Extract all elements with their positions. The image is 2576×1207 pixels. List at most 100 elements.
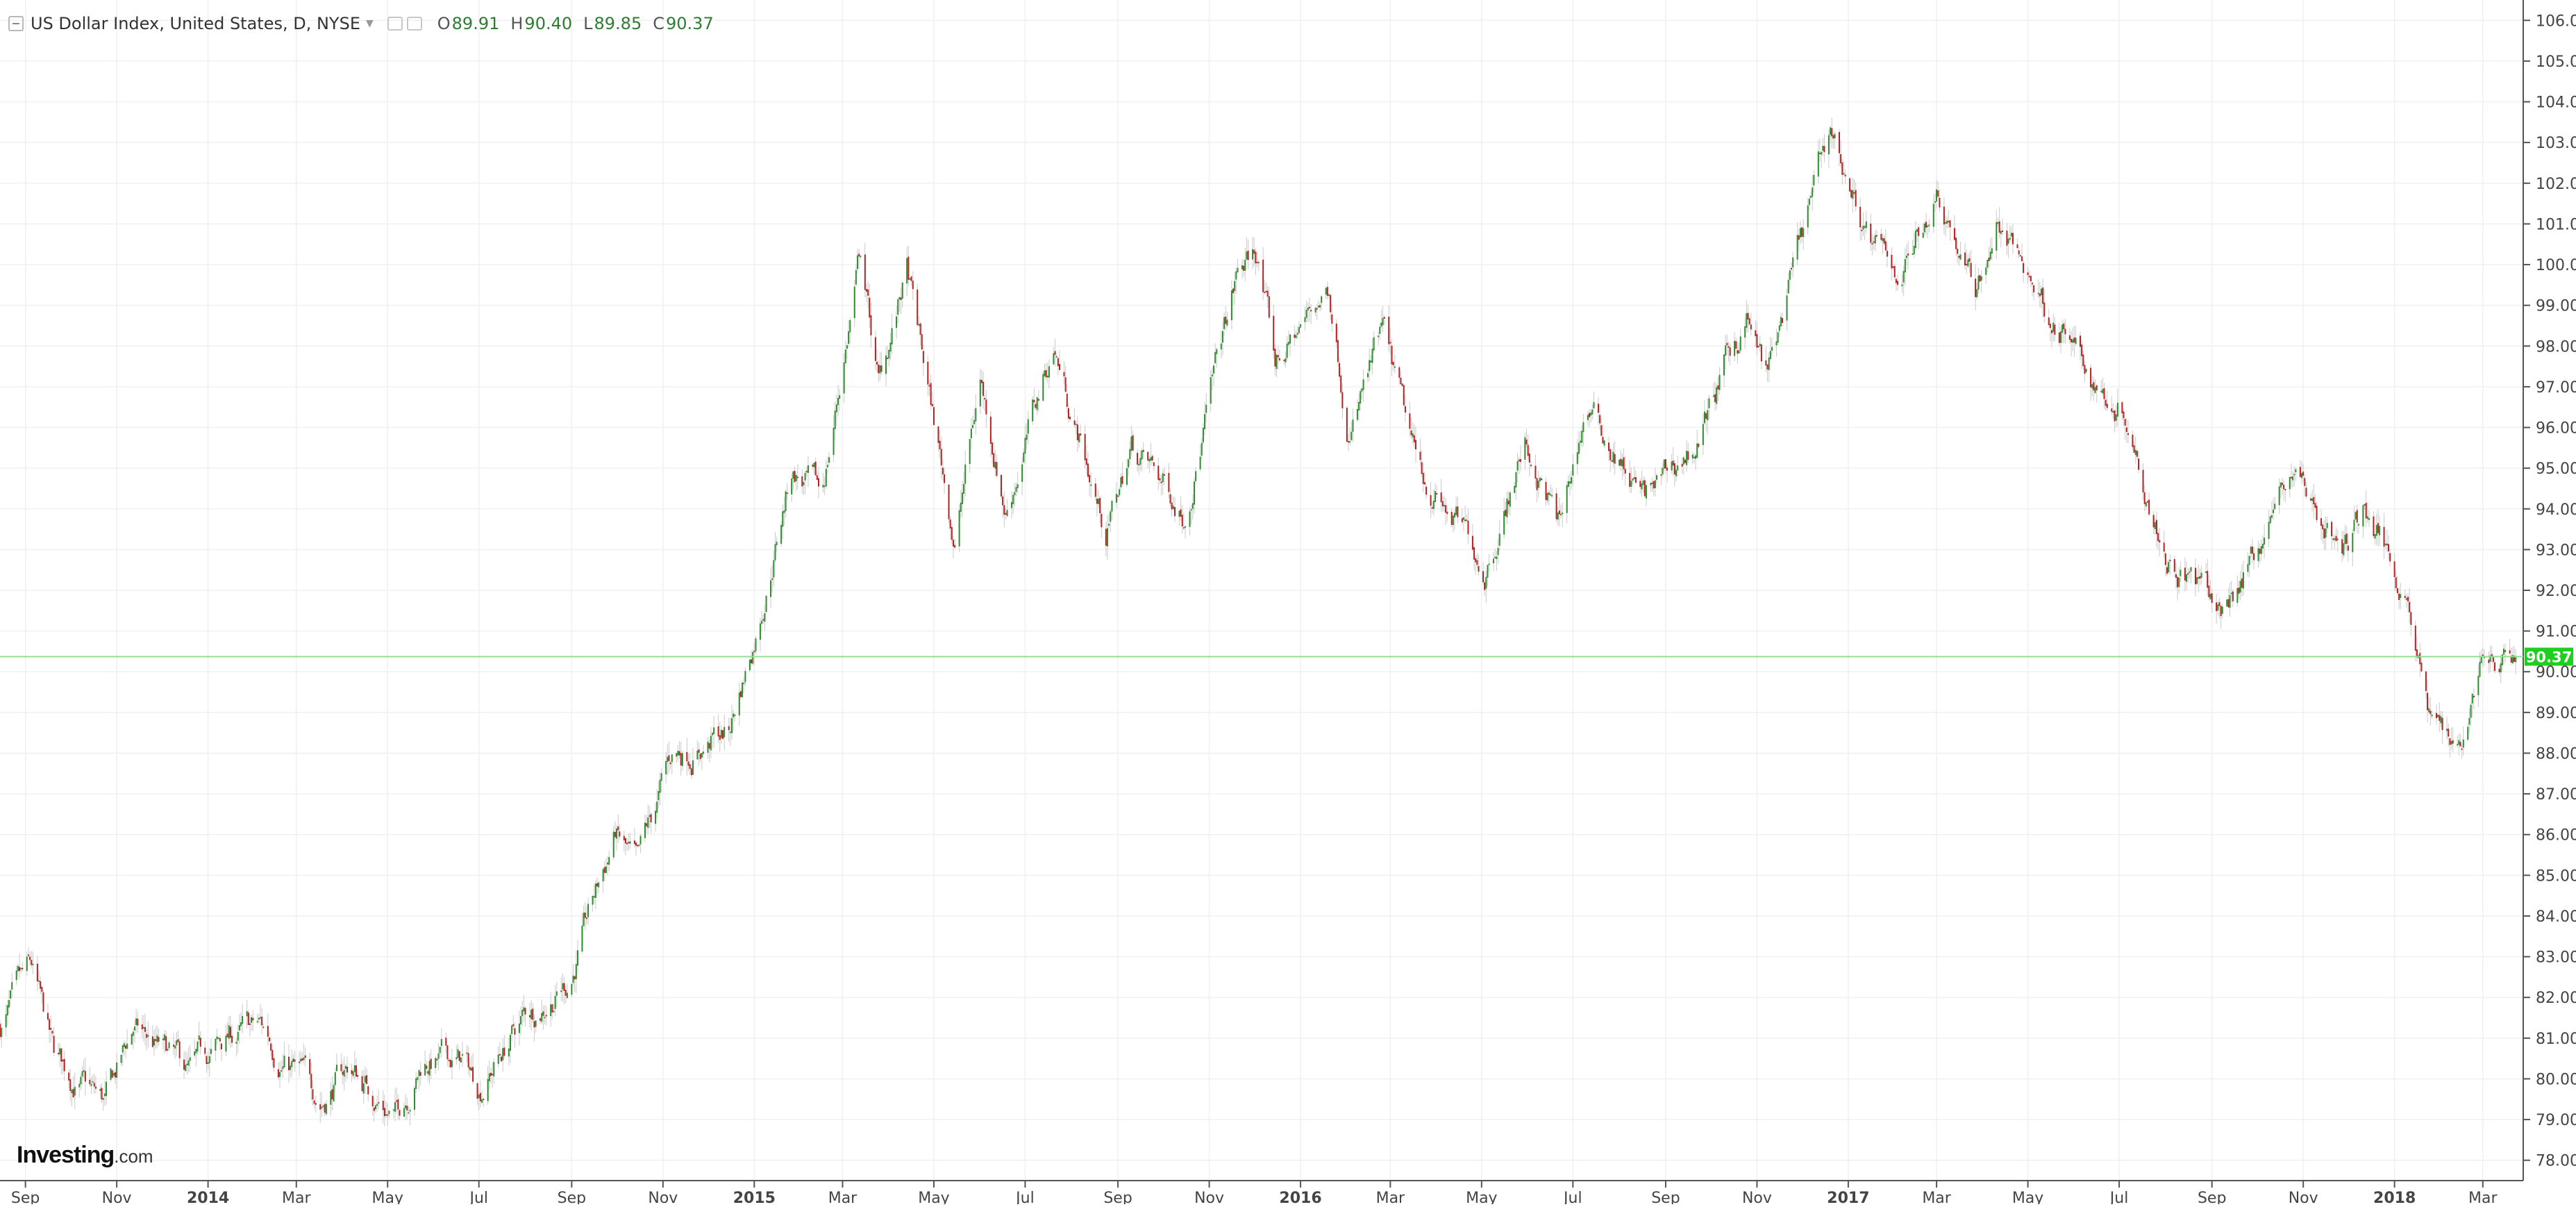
candle-body: [696, 750, 699, 760]
candle-body: [1244, 260, 1246, 271]
candle-body: [2238, 588, 2240, 594]
candle-body: [383, 1108, 385, 1117]
candle-body: [1232, 288, 1235, 294]
candle-body: [656, 801, 658, 813]
candle-body: [1370, 360, 1372, 363]
candle-body: [2473, 695, 2475, 698]
candle-body: [594, 883, 596, 898]
visibility-icon[interactable]: [387, 17, 403, 31]
candle-body: [1703, 411, 1705, 424]
candle-body: [291, 1060, 293, 1067]
candle-body: [1394, 366, 1396, 368]
candle-body: [2121, 402, 2123, 414]
candle-body: [572, 975, 574, 983]
caret-down-icon[interactable]: ▼: [365, 18, 374, 29]
candle-body: [1305, 310, 1307, 318]
candle-body: [1902, 271, 1905, 283]
candle-body: [2211, 593, 2213, 604]
candle-body: [1844, 174, 1846, 177]
ohlc-low: L89.85: [583, 14, 642, 33]
candle-body: [932, 407, 935, 426]
candle-body: [980, 380, 982, 383]
candle-body: [1684, 460, 1686, 463]
candle-body: [1997, 222, 1999, 224]
candle-body: [1639, 481, 1641, 488]
candle-body: [1989, 251, 1991, 260]
candle-body: [186, 1063, 188, 1065]
candle-body: [921, 334, 923, 350]
candle-body: [110, 1068, 112, 1080]
candle-body: [343, 1069, 345, 1077]
x-tick-label: Sep: [2198, 1190, 2226, 1204]
candle-body: [168, 1042, 170, 1049]
candle-body: [1201, 442, 1203, 456]
candle-body: [2336, 538, 2339, 540]
candle-body: [1380, 322, 1382, 327]
candle-body: [2032, 283, 2034, 285]
candle-body: [1629, 472, 1631, 487]
candle-body: [734, 714, 736, 716]
candle-body: [32, 963, 34, 965]
candle-body: [1478, 566, 1480, 572]
candle-body: [1132, 435, 1134, 451]
candle-body: [2461, 748, 2463, 750]
candle-body: [2230, 592, 2232, 594]
candle-body: [992, 442, 994, 455]
candle-body: [1181, 515, 1183, 527]
candle-body: [1446, 511, 1448, 515]
candle-body: [1760, 344, 1762, 362]
candle-body: [520, 1016, 522, 1025]
candle-body: [1849, 178, 1851, 192]
candle-body: [773, 560, 775, 578]
settings-icon[interactable]: [406, 17, 422, 31]
candles: [0, 117, 2517, 1126]
candle-body: [1913, 245, 1915, 255]
candle-body: [325, 1104, 327, 1115]
candle-body: [1115, 494, 1117, 503]
candle-body: [804, 472, 806, 481]
candle-body: [2186, 574, 2188, 582]
candle-body: [1686, 451, 1688, 465]
candle-body: [60, 1048, 62, 1062]
symbol-title[interactable]: US Dollar Index, United States, D, NYSE: [31, 14, 360, 33]
candle-body: [812, 465, 814, 467]
candle-body: [1530, 465, 1532, 467]
candle-body: [2094, 387, 2096, 393]
candle-body: [1466, 519, 1468, 522]
candle-body: [1923, 223, 1925, 233]
candle-body: [17, 965, 19, 972]
candle-body: [492, 1074, 494, 1076]
candle-body: [2096, 385, 2098, 390]
candle-body: [1257, 262, 1260, 264]
candle-body: [1059, 364, 1061, 370]
candle-body: [1108, 524, 1110, 526]
candle-body: [2405, 598, 2407, 600]
collapse-icon[interactable]: [8, 16, 24, 31]
candle-body: [1567, 481, 1569, 487]
candle-body: [2218, 602, 2220, 606]
candle-body: [1970, 263, 1972, 277]
candle-body: [11, 982, 13, 990]
candle-body: [111, 1070, 113, 1078]
candle-body: [41, 987, 43, 992]
candle-body: [71, 1090, 73, 1094]
candle-body: [616, 829, 618, 839]
candle-body: [1693, 456, 1695, 458]
candle-body: [466, 1052, 468, 1054]
candle-body: [1391, 345, 1393, 365]
candle-body: [135, 1018, 137, 1025]
candle-body: [1633, 477, 1635, 479]
candle-body: [2136, 451, 2138, 457]
candle-body: [1801, 227, 1803, 237]
y-tick-label: 79.00: [2536, 1112, 2576, 1129]
candle-body: [1094, 483, 1096, 497]
candle-body: [1130, 436, 1132, 451]
candle-body: [1957, 249, 1959, 254]
candle-body: [1498, 533, 1500, 546]
candle-body: [994, 461, 996, 469]
candle-body: [2458, 740, 2460, 745]
candle-body: [310, 1074, 312, 1089]
candle-body: [1440, 492, 1442, 503]
